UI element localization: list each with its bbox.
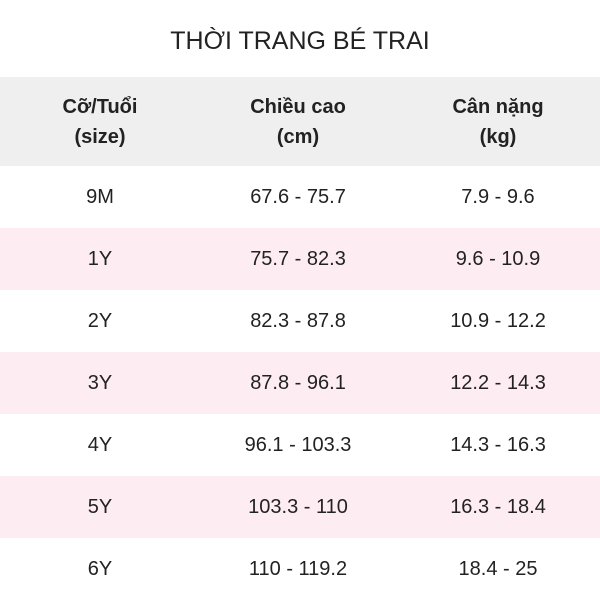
cell-size: 2Y <box>87 309 113 332</box>
header-size-label: Cỡ/Tuổi <box>62 95 138 118</box>
header-size: Cỡ/Tuổi (size) <box>0 92 200 152</box>
cell-weight: 9.6 - 10.9 <box>455 247 541 270</box>
table-row: 3Y 87.8 - 96.1 12.2 - 14.3 <box>0 352 600 414</box>
cell-size: 6Y <box>87 557 113 580</box>
cell-height: 87.8 - 96.1 <box>250 371 346 394</box>
table-row: 2Y 82.3 - 87.8 10.9 - 12.2 <box>0 290 600 352</box>
header-height-label: Chiều cao <box>250 95 346 118</box>
header-height: Chiều cao (cm) <box>200 92 396 152</box>
header-size-unit: (size) <box>74 125 126 148</box>
cell-weight: 16.3 - 18.4 <box>450 495 546 518</box>
cell-size: 4Y <box>87 433 113 456</box>
table-row: 5Y 103.3 - 110 16.3 - 18.4 <box>0 476 600 538</box>
table-header: Cỡ/Tuổi (size) Chiều cao (cm) Cân nặng (… <box>0 77 600 166</box>
cell-size: 1Y <box>87 247 113 270</box>
cell-weight: 12.2 - 14.3 <box>450 371 546 394</box>
cell-weight: 18.4 - 25 <box>458 557 538 580</box>
cell-height: 82.3 - 87.8 <box>250 309 346 332</box>
page-title: THỜI TRANG BÉ TRAI <box>170 27 430 55</box>
table-row: 9M 67.6 - 75.7 7.9 - 9.6 <box>0 166 600 228</box>
size-table: Cỡ/Tuổi (size) Chiều cao (cm) Cân nặng (… <box>0 77 600 600</box>
cell-size: 5Y <box>87 495 113 518</box>
cell-height: 103.3 - 110 <box>248 495 348 518</box>
cell-weight: 10.9 - 12.2 <box>450 309 546 332</box>
cell-height: 75.7 - 82.3 <box>250 247 346 270</box>
cell-weight: 7.9 - 9.6 <box>461 185 535 208</box>
cell-height: 96.1 - 103.3 <box>244 433 352 456</box>
cell-height: 67.6 - 75.7 <box>250 185 346 208</box>
header-height-unit: (cm) <box>276 125 320 148</box>
table-row: 4Y 96.1 - 103.3 14.3 - 16.3 <box>0 414 600 476</box>
cell-weight: 14.3 - 16.3 <box>450 433 546 456</box>
cell-size: 9M <box>86 185 114 208</box>
table-row: 6Y 110 - 119.2 18.4 - 25 <box>0 538 600 600</box>
header-weight: Cân nặng (kg) <box>396 92 600 152</box>
header-weight-label: Cân nặng <box>452 95 544 118</box>
header-weight-unit: (kg) <box>479 125 517 148</box>
cell-size: 3Y <box>87 371 113 394</box>
table-row: 1Y 75.7 - 82.3 9.6 - 10.9 <box>0 228 600 290</box>
cell-height: 110 - 119.2 <box>248 557 348 580</box>
